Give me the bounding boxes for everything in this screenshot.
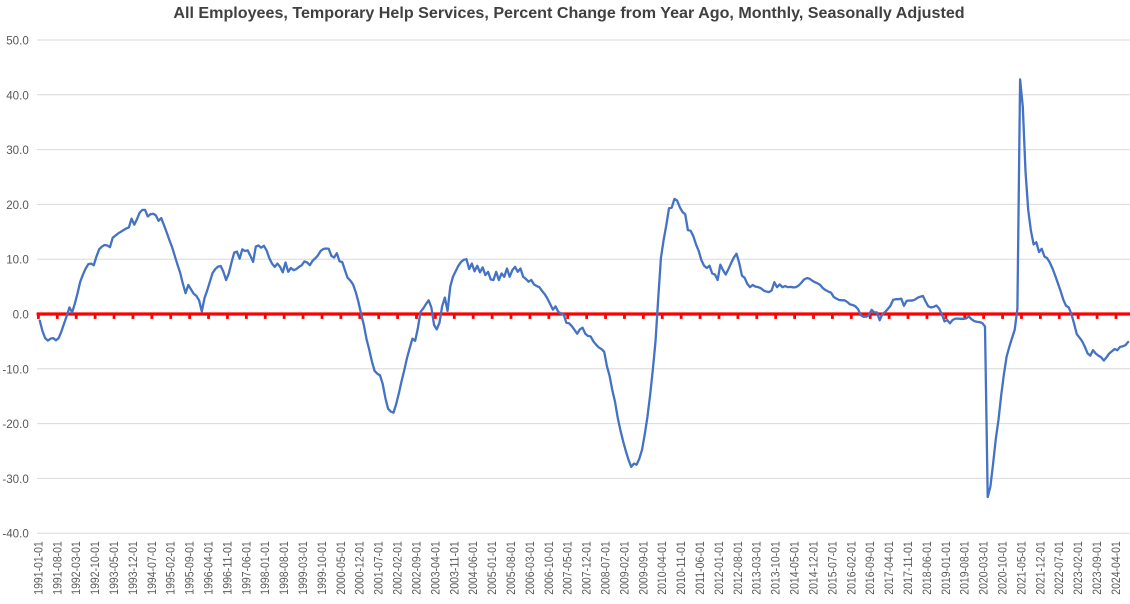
svg-text:1999-03-01: 1999-03-01 [297, 541, 310, 595]
svg-text:40.0: 40.0 [6, 89, 29, 102]
svg-text:-40.0: -40.0 [2, 528, 28, 541]
svg-text:2021-05-01: 2021-05-01 [1015, 541, 1028, 595]
svg-text:2016-02-01: 2016-02-01 [845, 541, 858, 595]
svg-text:30.0: 30.0 [6, 144, 29, 157]
svg-text:1994-07-01: 1994-07-01 [146, 541, 159, 595]
svg-text:1992-03-01: 1992-03-01 [70, 541, 83, 595]
svg-text:2020-10-01: 2020-10-01 [997, 541, 1010, 595]
svg-text:1999-10-01: 1999-10-01 [316, 541, 329, 595]
svg-text:2004-06-01: 2004-06-01 [467, 541, 480, 595]
svg-text:2010-04-01: 2010-04-01 [656, 541, 669, 595]
svg-text:2020-03-01: 2020-03-01 [978, 541, 991, 595]
svg-text:50.0: 50.0 [6, 35, 29, 48]
svg-text:2013-03-01: 2013-03-01 [751, 541, 764, 595]
svg-text:2023-02-01: 2023-02-01 [1072, 541, 1085, 595]
svg-text:1998-08-01: 1998-08-01 [278, 541, 291, 595]
svg-text:0.0: 0.0 [13, 309, 29, 322]
svg-text:2013-10-01: 2013-10-01 [770, 541, 783, 595]
svg-text:2021-12-01: 2021-12-01 [1034, 541, 1047, 595]
svg-text:2019-01-01: 2019-01-01 [940, 541, 953, 595]
svg-text:2000-05-01: 2000-05-01 [335, 541, 348, 595]
svg-text:2011-06-01: 2011-06-01 [694, 541, 707, 595]
svg-text:2008-07-01: 2008-07-01 [600, 541, 613, 595]
svg-text:2017-04-01: 2017-04-01 [883, 541, 896, 595]
svg-text:2002-09-01: 2002-09-01 [410, 541, 423, 595]
svg-text:-10.0: -10.0 [2, 363, 28, 376]
svg-text:2001-07-01: 2001-07-01 [373, 541, 386, 595]
svg-text:2007-05-01: 2007-05-01 [562, 541, 575, 595]
svg-text:2009-09-01: 2009-09-01 [637, 541, 650, 595]
svg-text:2003-04-01: 2003-04-01 [429, 541, 442, 595]
svg-text:2023-09-01: 2023-09-01 [1091, 541, 1104, 595]
svg-text:2024-04-01: 2024-04-01 [1110, 541, 1123, 595]
svg-text:2014-12-01: 2014-12-01 [807, 541, 820, 595]
svg-text:2005-01-01: 2005-01-01 [486, 541, 499, 595]
svg-text:2005-08-01: 2005-08-01 [505, 541, 518, 595]
svg-text:1991-08-01: 1991-08-01 [51, 541, 64, 595]
svg-text:1995-02-01: 1995-02-01 [165, 541, 178, 595]
svg-text:2018-06-01: 2018-06-01 [921, 541, 934, 595]
svg-text:2009-02-01: 2009-02-01 [618, 541, 631, 595]
svg-text:1998-01-01: 1998-01-01 [259, 541, 272, 595]
svg-text:2000-12-01: 2000-12-01 [354, 541, 367, 595]
svg-text:-20.0: -20.0 [2, 418, 28, 431]
svg-text:2007-12-01: 2007-12-01 [581, 541, 594, 595]
svg-text:1993-05-01: 1993-05-01 [108, 541, 121, 595]
svg-text:2019-08-01: 2019-08-01 [959, 541, 972, 595]
svg-text:2002-02-01: 2002-02-01 [392, 541, 405, 595]
svg-text:2006-10-01: 2006-10-01 [543, 541, 556, 595]
svg-text:2012-01-01: 2012-01-01 [713, 541, 726, 595]
svg-text:10.0: 10.0 [6, 254, 29, 267]
svg-text:1996-11-01: 1996-11-01 [221, 541, 234, 595]
svg-text:2010-11-01: 2010-11-01 [675, 541, 688, 595]
svg-text:2015-07-01: 2015-07-01 [826, 541, 839, 595]
svg-text:2016-09-01: 2016-09-01 [864, 541, 877, 595]
svg-text:All Employees, Temporary Help: All Employees, Temporary Help Services, … [173, 4, 964, 22]
svg-text:1992-10-01: 1992-10-01 [89, 541, 102, 595]
svg-text:1995-09-01: 1995-09-01 [184, 541, 197, 595]
svg-text:2022-07-01: 2022-07-01 [1053, 541, 1066, 595]
svg-text:1991-01-01: 1991-01-01 [32, 541, 45, 595]
svg-text:2017-11-01: 2017-11-01 [902, 541, 915, 595]
svg-text:2012-08-01: 2012-08-01 [732, 541, 745, 595]
svg-text:-30.0: -30.0 [2, 473, 28, 486]
svg-text:20.0: 20.0 [6, 199, 29, 212]
svg-text:1997-06-01: 1997-06-01 [240, 541, 253, 595]
svg-text:2003-11-01: 2003-11-01 [448, 541, 461, 595]
svg-text:1996-04-01: 1996-04-01 [202, 541, 215, 595]
svg-text:2014-05-01: 2014-05-01 [789, 541, 802, 595]
svg-text:1993-12-01: 1993-12-01 [127, 541, 140, 595]
svg-text:2006-03-01: 2006-03-01 [524, 541, 537, 595]
